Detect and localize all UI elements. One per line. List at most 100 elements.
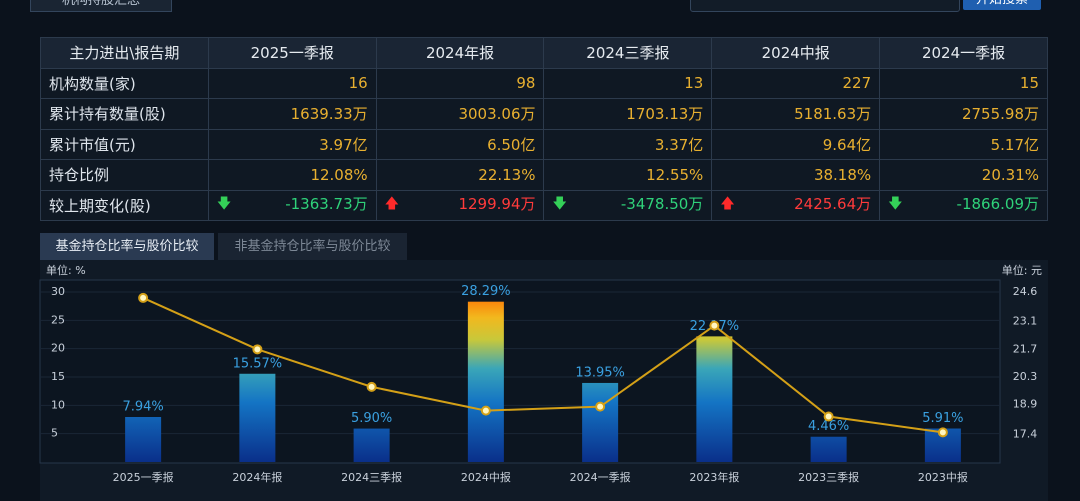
y2-tick-label: 17.4: [1013, 427, 1038, 440]
holdings-table: 主力进出\报告期 2025一季报 2024年报 2024三季报 2024中报 2024一季…: [40, 37, 1048, 221]
value-cell: 🡇 -3478.50万: [543, 189, 713, 221]
x-tick-label: 2024三季报: [341, 470, 402, 484]
trend-arrow: 🡇: [888, 196, 903, 213]
header-cell: 2024中报: [711, 37, 881, 69]
plot-area: [39, 279, 1001, 464]
data-label: 5.90%: [351, 411, 392, 426]
cell-text: 12.55%: [646, 165, 704, 184]
header-cell: 2024一季报: [879, 37, 1048, 69]
price-point: [595, 401, 606, 412]
data-label: 7.94%: [122, 400, 163, 415]
value-cell: 227: [711, 67, 881, 99]
row-label: 累计市值(元): [40, 128, 209, 160]
chart-tab[interactable]: 非基金持仓比率与股价比较: [218, 233, 407, 260]
y2-tick-label: 20.3: [1013, 370, 1038, 383]
bar: [353, 428, 390, 462]
cell-text: 3.97亿: [319, 135, 368, 154]
row-label: 持仓比例: [40, 159, 209, 191]
y-tick-label: 30: [51, 285, 65, 298]
value-cell: 3.37亿: [543, 128, 713, 160]
search-box[interactable]: [690, 0, 960, 12]
cell-text: -1363.73万: [285, 195, 368, 214]
header-cell: 2024三季报: [543, 37, 713, 69]
cell-text: -3478.50万: [620, 195, 704, 214]
price-point: [937, 427, 948, 438]
header-cell: 2024年报: [375, 37, 545, 69]
y2-tick-label: 21.7: [1013, 342, 1038, 355]
x-tick-label: 2025一季报: [113, 470, 174, 484]
value-cell: 🡇 -1363.73万: [207, 189, 377, 221]
cell-text: 2755.98万: [961, 105, 1039, 124]
cell-text: 5181.63万: [794, 105, 872, 124]
y2-tick-label: 18.9: [1013, 398, 1038, 411]
cell-text: 15: [1019, 74, 1039, 93]
value-cell: 13: [543, 67, 713, 99]
data-label: 28.29%: [461, 284, 511, 299]
value-cell: 22.13%: [375, 159, 545, 191]
value-cell: 20.31%: [879, 159, 1048, 191]
cell-text: 38.18%: [813, 165, 872, 184]
chart-tab[interactable]: 基金持仓比率与股价比较: [40, 233, 214, 260]
x-tick-label: 2023年报: [689, 470, 739, 484]
search-button[interactable]: 开始搜索: [963, 0, 1041, 10]
price-point: [709, 320, 720, 331]
y2-axis-unit: 单位: 元: [1002, 263, 1042, 277]
value-cell: 15: [879, 67, 1048, 99]
table-row: 累计市值(元) 3.97亿 6.50亿 3.37亿 9.64亿 5.17亿: [40, 128, 1048, 160]
value-cell: 🡇 -1866.09万: [879, 189, 1048, 221]
value-cell: 16: [207, 67, 377, 99]
cell-text: 22.13%: [478, 165, 536, 184]
bar: [810, 436, 847, 462]
value-cell: 5.17亿: [879, 128, 1048, 160]
value-cell: 🡅 2425.64万: [711, 189, 881, 221]
bar: [467, 301, 504, 462]
header-row: 主力进出\报告期 2025一季报 2024年报 2024三季报 2024中报 2024一季…: [40, 37, 1048, 69]
y-tick-label: 15: [51, 370, 65, 383]
price-point: [252, 344, 263, 355]
value-cell: 1639.33万: [207, 98, 377, 130]
data-label: 15.57%: [233, 356, 283, 371]
section-tab[interactable]: 机构持股汇总: [30, 0, 172, 12]
bar: [239, 373, 276, 462]
price-point: [366, 381, 377, 392]
x-tick-label: 2023三季报: [798, 470, 859, 484]
trend-arrow: 🡅: [384, 196, 400, 213]
y2-tick-label: 23.1: [1013, 315, 1038, 328]
cell-text: 3003.06万: [458, 105, 536, 124]
price-point: [823, 411, 834, 422]
bar: [125, 417, 162, 462]
row-label: 机构数量(家): [40, 67, 209, 99]
value-cell: 🡅 1299.94万: [375, 189, 545, 221]
bar: [582, 382, 619, 462]
x-tick-label: 2023中报: [918, 470, 968, 484]
cell-text: 227: [842, 74, 872, 93]
x-tick-label: 2024年报: [232, 470, 282, 484]
cell-text: 1299.94万: [458, 195, 536, 214]
x-tick-label: 2024中报: [461, 470, 511, 484]
trend-arrow: 🡇: [216, 196, 232, 213]
cell-text: 20.31%: [981, 165, 1039, 184]
cell-text: 3.37亿: [654, 135, 704, 154]
bar: [696, 336, 733, 462]
data-label: 5.91%: [922, 411, 963, 426]
price-line: [142, 297, 944, 434]
y2-tick-label: 24.6: [1013, 285, 1038, 298]
header-cell: 主力进出\报告期: [40, 37, 209, 69]
cell-text: 98: [516, 74, 536, 93]
cell-text: 13: [684, 74, 704, 93]
header-cell: 2025一季报: [207, 37, 377, 69]
y-tick-label: 20: [51, 342, 65, 355]
value-cell: 12.08%: [207, 159, 377, 191]
y-tick-label: 5: [51, 427, 58, 440]
value-cell: 38.18%: [711, 159, 881, 191]
data-label: 4.46%: [808, 419, 849, 434]
price-point: [138, 292, 149, 303]
table-row: 累计持有数量(股) 1639.33万 3003.06万 1703.13万 5181.63…: [40, 98, 1048, 130]
data-label: 13.95%: [575, 365, 625, 380]
price-point: [480, 405, 491, 416]
y-tick-label: 10: [51, 398, 65, 411]
row-label: 累计持有数量(股): [40, 98, 209, 130]
cell-text: 12.08%: [310, 165, 368, 184]
